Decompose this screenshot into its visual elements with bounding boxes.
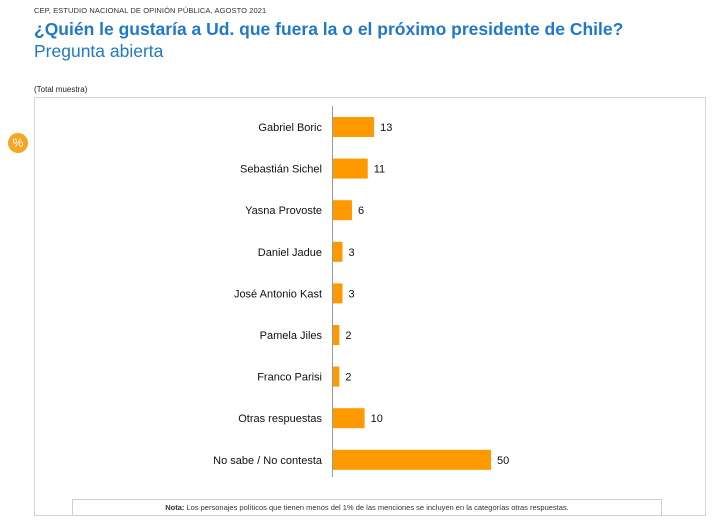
bar xyxy=(333,241,343,262)
bar-value-label: 11 xyxy=(374,164,385,176)
bar-value-label: 6 xyxy=(358,205,364,217)
note-text: Los personajes políticos que tienen meno… xyxy=(184,503,569,512)
bar-value-label: 10 xyxy=(371,413,383,425)
category-label: Franco Parisi xyxy=(257,372,322,384)
bar-value-label: 3 xyxy=(348,247,354,259)
bar xyxy=(333,408,365,429)
bar-value-label: 2 xyxy=(345,330,351,342)
category-label: No sabe / No contesta xyxy=(213,455,323,467)
chart-subtitle: Pregunta abierta xyxy=(34,41,164,61)
category-label: Gabriel Boric xyxy=(258,122,322,134)
bar xyxy=(333,325,340,345)
bar-value-label: 13 xyxy=(380,122,392,134)
bar xyxy=(333,366,340,387)
bar xyxy=(333,158,368,179)
bar-value-label: 2 xyxy=(345,372,351,384)
category-label: Sebastián Sichel xyxy=(240,164,322,176)
bar xyxy=(333,117,375,137)
note-box: Nota: Los personajes políticos que tiene… xyxy=(72,499,662,516)
note-label: Nota: xyxy=(165,503,185,512)
bar xyxy=(333,449,491,470)
category-label: Daniel Jadue xyxy=(258,247,322,259)
percent-badge-icon: % xyxy=(8,133,28,153)
bar-value-label: 3 xyxy=(348,288,354,300)
category-label: José Antonio Kast xyxy=(234,288,322,300)
category-label: Yasna Provoste xyxy=(245,205,322,217)
bar xyxy=(333,200,352,221)
bar-value-label: 50 xyxy=(497,455,509,467)
bar xyxy=(333,283,343,304)
category-label: Pamela Jiles xyxy=(260,330,323,342)
chart-title: ¿Quién le gustaría a Ud. que fuera la o … xyxy=(34,19,624,39)
source-line: CEP, ESTUDIO NACIONAL DE OPINIÓN PÚBLICA… xyxy=(34,6,267,15)
category-label: Otras respuestas xyxy=(238,413,322,425)
sample-label: (Total muestra) xyxy=(34,85,88,94)
